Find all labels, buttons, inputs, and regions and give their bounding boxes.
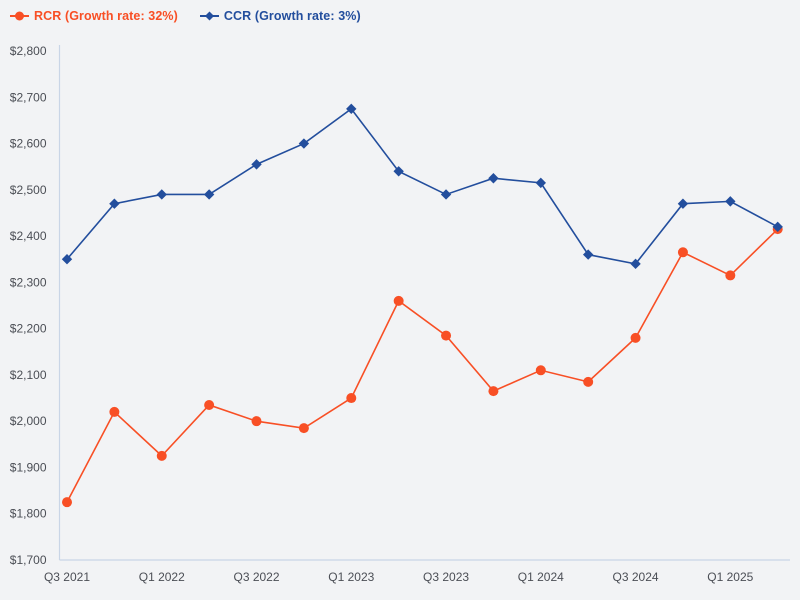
- ccr-data-point: [582, 249, 594, 260]
- ccr-data-point: [772, 221, 783, 233]
- rcr-data-point: [488, 386, 499, 397]
- ccr-data-point: [677, 198, 689, 209]
- rcr-data-point: [298, 423, 309, 434]
- y-tick-label: $2,000: [10, 414, 47, 428]
- ccr-data-point: [440, 189, 452, 200]
- rcr-data-point: [725, 270, 736, 281]
- y-tick-label: $2,400: [10, 229, 47, 243]
- x-tick-label: Q1 2025: [707, 570, 753, 584]
- rcr-series: [62, 224, 783, 508]
- y-tick-label: $1,800: [10, 507, 47, 521]
- rcr-data-point: [535, 365, 546, 376]
- ccr-series: [61, 103, 783, 270]
- rcr-data-point: [630, 332, 641, 343]
- x-tick-label: Q3 2023: [423, 570, 469, 584]
- ccr-data-point: [109, 198, 120, 209]
- rcr-data-point: [677, 247, 688, 258]
- rcr-data-point: [251, 416, 262, 427]
- legend-item-ccr[interactable]: CCR (Growth rate: 3%): [199, 9, 361, 23]
- rcr-data-point: [583, 376, 594, 387]
- ccr-data-point: [488, 173, 499, 184]
- x-tick-label: Q1 2024: [518, 570, 564, 584]
- rcr-data-point: [109, 406, 120, 417]
- ccr-line: [66, 107, 779, 265]
- y-tick-label: $2,200: [10, 322, 47, 336]
- rcr-data-point: [204, 399, 215, 410]
- y-tick-label: $2,600: [10, 137, 47, 151]
- ccr-data-point: [535, 177, 546, 189]
- ccr-data-point: [251, 159, 262, 170]
- rcr-data-point: [62, 497, 72, 508]
- x-tick-label: Q3 2022: [233, 570, 279, 584]
- y-tick-label: $2,700: [10, 90, 47, 104]
- ccr-data-point: [156, 189, 167, 200]
- rcr-data-point: [441, 330, 452, 341]
- x-tick-label: Q1 2022: [139, 570, 185, 584]
- y-tick-label: $2,800: [10, 44, 47, 58]
- rcr-data-point: [346, 393, 357, 404]
- ccr-data-point: [298, 138, 310, 149]
- y-tick-label: $1,700: [10, 553, 47, 567]
- x-tick-label: Q1 2023: [328, 570, 374, 584]
- x-tick-label: Q3 2021: [44, 570, 90, 584]
- ccr-data-point: [346, 103, 357, 115]
- ccr-data-point: [630, 258, 641, 270]
- rcr-series-marker-icon: [10, 10, 29, 22]
- rcr-data-point: [156, 450, 167, 461]
- rcr-line: [66, 228, 779, 503]
- rcr-data-point: [393, 295, 404, 306]
- ccr-data-point: [725, 196, 736, 207]
- y-tick-label: $2,300: [10, 275, 47, 289]
- ccr-legend-label: CCR (Growth rate: 3%): [223, 9, 361, 23]
- x-tick-label: Q3 2024: [613, 570, 659, 584]
- rcr-legend-label: RCR (Growth rate: 32%): [34, 9, 178, 23]
- legend-item-rcr[interactable]: RCR (Growth rate: 32%): [10, 9, 178, 23]
- y-tick-label: $1,900: [10, 460, 47, 474]
- y-tick-label: $2,100: [10, 368, 47, 382]
- ccr-data-point: [393, 166, 404, 177]
- ccr-data-point: [203, 189, 215, 200]
- chart-legend: RCR (Growth rate: 32%) CCR (Growth rate:…: [10, 9, 361, 23]
- ccr-data-point: [61, 254, 73, 265]
- y-tick-label: $2,500: [10, 183, 47, 197]
- ccr-series-marker-icon: [199, 10, 219, 22]
